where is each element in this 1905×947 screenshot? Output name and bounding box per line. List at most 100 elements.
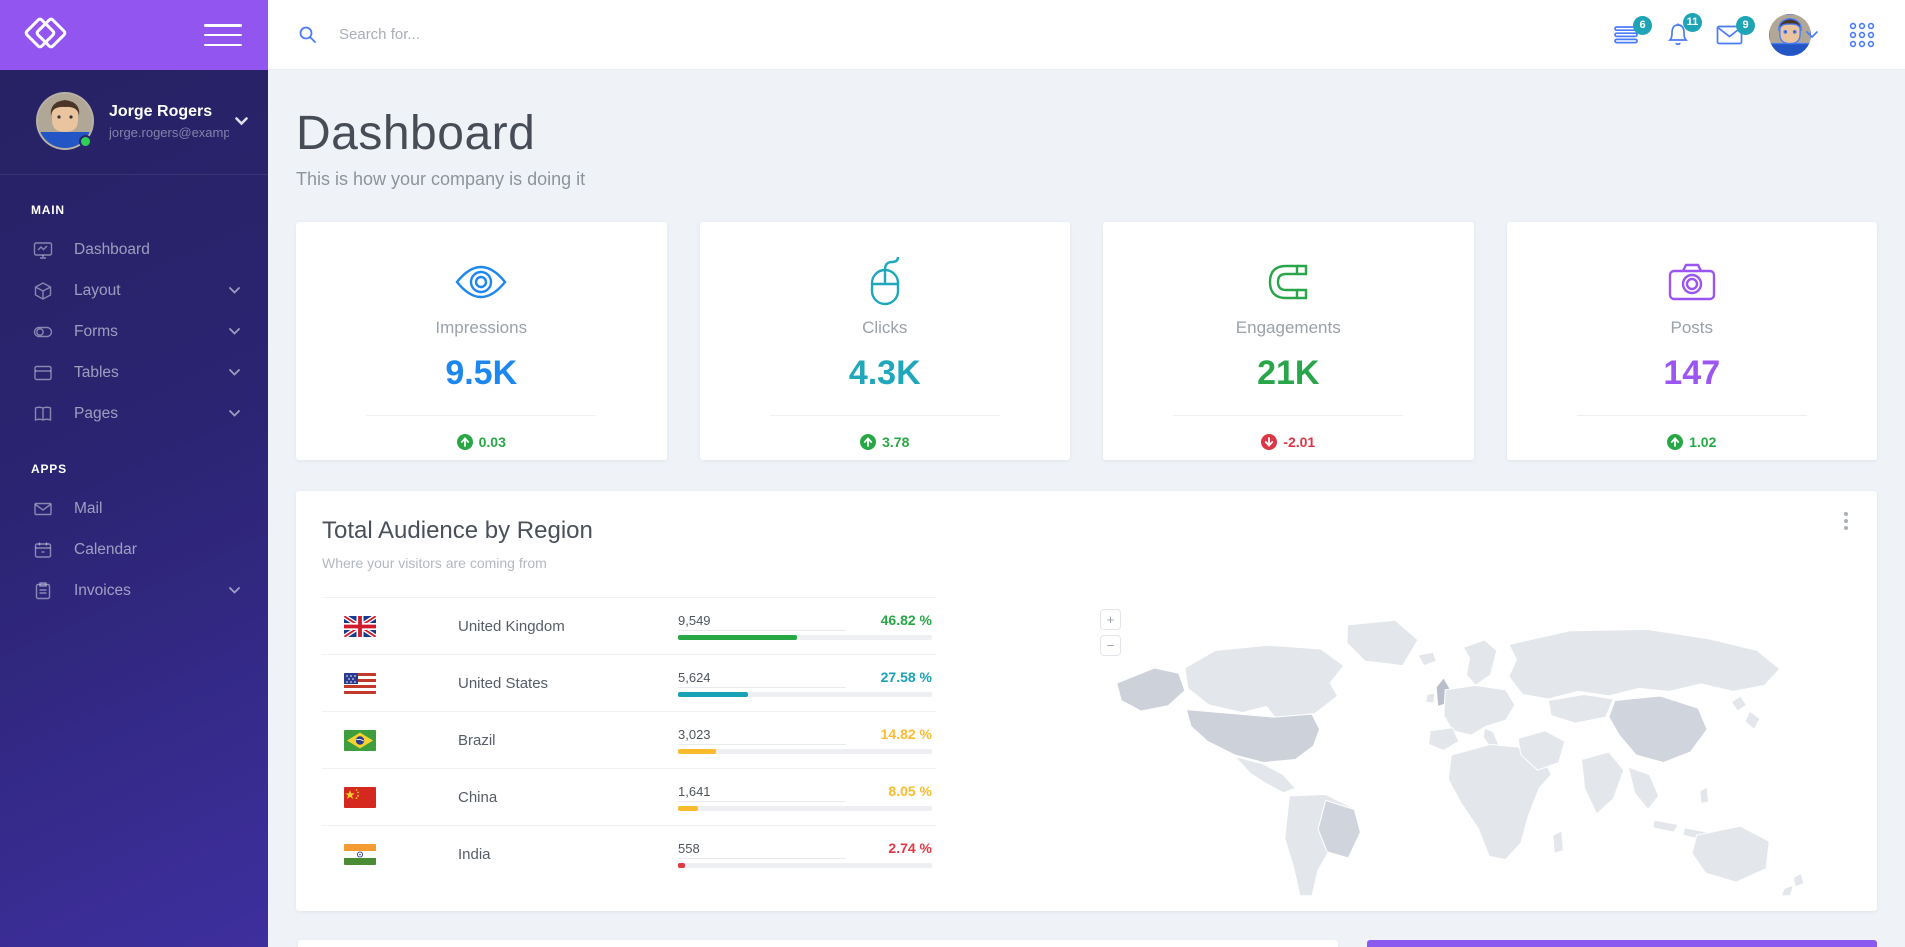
country-percent: 2.74 % bbox=[888, 840, 932, 856]
profile-menu[interactable] bbox=[1769, 13, 1819, 56]
flag-uk-icon bbox=[344, 615, 376, 637]
sidebar-nav: MAIN Dashboard Layout Forms bbox=[0, 175, 268, 611]
map-zoom-in-button[interactable]: + bbox=[1100, 609, 1121, 630]
country-value: 9,549 bbox=[678, 613, 711, 628]
divider bbox=[1173, 415, 1404, 416]
divider bbox=[1576, 415, 1807, 416]
nav-item-label: Invoices bbox=[74, 581, 131, 599]
stat-value: 9.5K bbox=[445, 354, 518, 392]
table-row-united-states[interactable]: United States 5,624 27.58 % bbox=[322, 654, 936, 711]
camera-icon bbox=[1667, 256, 1717, 308]
stat-label: Posts bbox=[1670, 318, 1714, 337]
stat-card-clicks[interactable]: Clicks 4.3K 3.78 bbox=[699, 222, 1070, 460]
chevron-down-icon bbox=[229, 328, 240, 335]
nav-section-apps: APPS bbox=[31, 462, 67, 476]
country-percent: 27.58 % bbox=[880, 669, 932, 685]
country-name: India bbox=[458, 845, 491, 863]
table-row-brazil[interactable]: Brazil 3,023 14.82 % bbox=[322, 711, 936, 768]
next-card-partial bbox=[298, 940, 1338, 947]
user-panel[interactable]: Jorge Rogers jorge.rogers@example.co... bbox=[0, 70, 268, 175]
user-menu-chevron-down-icon[interactable] bbox=[235, 116, 248, 126]
online-status-dot bbox=[79, 135, 92, 148]
table-row-china[interactable]: China 1,641 8.05 % bbox=[322, 768, 936, 825]
stat-label: Impressions bbox=[435, 318, 528, 337]
tasks-badge: 6 bbox=[1633, 15, 1652, 35]
progress-track bbox=[678, 806, 932, 811]
chevron-down-icon bbox=[229, 587, 240, 594]
user-avatar bbox=[36, 92, 94, 150]
country-name: United States bbox=[458, 674, 549, 692]
sidebar-toggle-hamburger-icon[interactable] bbox=[204, 24, 242, 46]
eye-icon bbox=[455, 256, 507, 308]
country-name: China bbox=[458, 788, 498, 806]
app-logo-icon[interactable] bbox=[23, 15, 72, 55]
sidebar-item-pages[interactable]: Pages bbox=[0, 393, 268, 434]
audience-card: Total Audience by Region Where your visi… bbox=[296, 491, 1877, 911]
card-menu-kebab-icon[interactable] bbox=[1837, 509, 1855, 533]
arrow-up-circle-icon bbox=[1667, 434, 1684, 450]
avatar-photo bbox=[38, 94, 92, 148]
chevron-down-icon bbox=[1806, 31, 1818, 39]
arrow-up-circle-icon bbox=[456, 434, 473, 450]
envelope-icon bbox=[34, 502, 52, 515]
sidebar-item-invoices[interactable]: Invoices bbox=[0, 570, 268, 611]
chevron-down-icon bbox=[229, 410, 240, 417]
progress-track bbox=[678, 635, 932, 640]
divider bbox=[769, 415, 1000, 416]
country-value: 1,641 bbox=[678, 784, 711, 799]
page-subtitle: This is how your company is doing it bbox=[296, 169, 586, 189]
progress-fill bbox=[678, 806, 699, 811]
bell-icon bbox=[1667, 23, 1689, 45]
divider bbox=[366, 415, 597, 416]
user-email: jorge.rogers@example.co... bbox=[109, 124, 229, 140]
sidebar-item-calendar[interactable]: Calendar bbox=[0, 529, 268, 570]
messages-button[interactable]: 9 bbox=[1716, 15, 1755, 45]
nav-section-main: MAIN bbox=[31, 203, 65, 217]
map-zoom-controls: + − bbox=[1100, 609, 1121, 656]
page-title: Dashboard bbox=[296, 107, 536, 160]
divider bbox=[678, 630, 846, 631]
sidebar-item-dashboard[interactable]: Dashboard bbox=[0, 229, 268, 270]
tasks-button[interactable]: 6 bbox=[1614, 15, 1652, 45]
stat-value: 4.3K bbox=[848, 354, 921, 392]
table-row-india[interactable]: India 558 2.74 % bbox=[322, 825, 936, 882]
map-zoom-out-button[interactable]: − bbox=[1100, 635, 1121, 656]
calendar-icon bbox=[34, 542, 52, 558]
user-name: Jorge Rogers bbox=[109, 102, 213, 120]
country-value: 5,624 bbox=[678, 670, 711, 685]
brand-bar bbox=[0, 0, 268, 70]
nav-item-label: Mail bbox=[74, 499, 103, 517]
audience-subtitle: Where your visitors are coming from bbox=[322, 555, 547, 571]
stat-card-posts[interactable]: Posts 147 1.02 bbox=[1506, 222, 1877, 460]
country-percent: 8.05 % bbox=[888, 783, 932, 799]
flag-us-icon bbox=[344, 672, 376, 694]
table-row-united-kingdom[interactable]: United Kingdom 9,549 46.82 % bbox=[322, 597, 936, 654]
sidebar-item-layout[interactable]: Layout bbox=[0, 270, 268, 311]
topbar: 6 11 9 bbox=[268, 0, 1905, 70]
sidebar-item-mail[interactable]: Mail bbox=[0, 488, 268, 529]
nav-item-label: Pages bbox=[74, 404, 118, 422]
topbar-actions: 6 11 9 bbox=[1614, 12, 1875, 56]
country-percent: 14.82 % bbox=[880, 726, 932, 742]
progress-fill bbox=[678, 635, 797, 640]
search-input[interactable] bbox=[339, 26, 1614, 43]
mouse-icon bbox=[868, 256, 902, 308]
stat-card-engagements[interactable]: Engagements 21K -2.01 bbox=[1103, 222, 1474, 460]
arrow-down-circle-icon bbox=[1261, 434, 1278, 450]
stat-change: 3.78 bbox=[860, 434, 909, 450]
notifications-button[interactable]: 11 bbox=[1666, 12, 1702, 48]
audience-title: Total Audience by Region bbox=[322, 517, 593, 544]
arrow-up-circle-icon bbox=[860, 434, 877, 450]
stat-card-impressions[interactable]: Impressions 9.5K 0.03 bbox=[296, 222, 667, 460]
world-map[interactable]: + − bbox=[1094, 605, 1851, 905]
apps-grid-icon[interactable] bbox=[1849, 22, 1875, 48]
stat-label: Clicks bbox=[862, 318, 908, 337]
messages-badge: 9 bbox=[1736, 15, 1755, 35]
open-book-icon bbox=[34, 406, 52, 421]
sidebar-item-forms[interactable]: Forms bbox=[0, 311, 268, 352]
country-name: United Kingdom bbox=[458, 617, 565, 635]
sidebar-item-tables[interactable]: Tables bbox=[0, 352, 268, 393]
topbar-avatar bbox=[1769, 13, 1811, 56]
notifications-badge: 11 bbox=[1683, 12, 1702, 32]
divider bbox=[678, 858, 846, 859]
